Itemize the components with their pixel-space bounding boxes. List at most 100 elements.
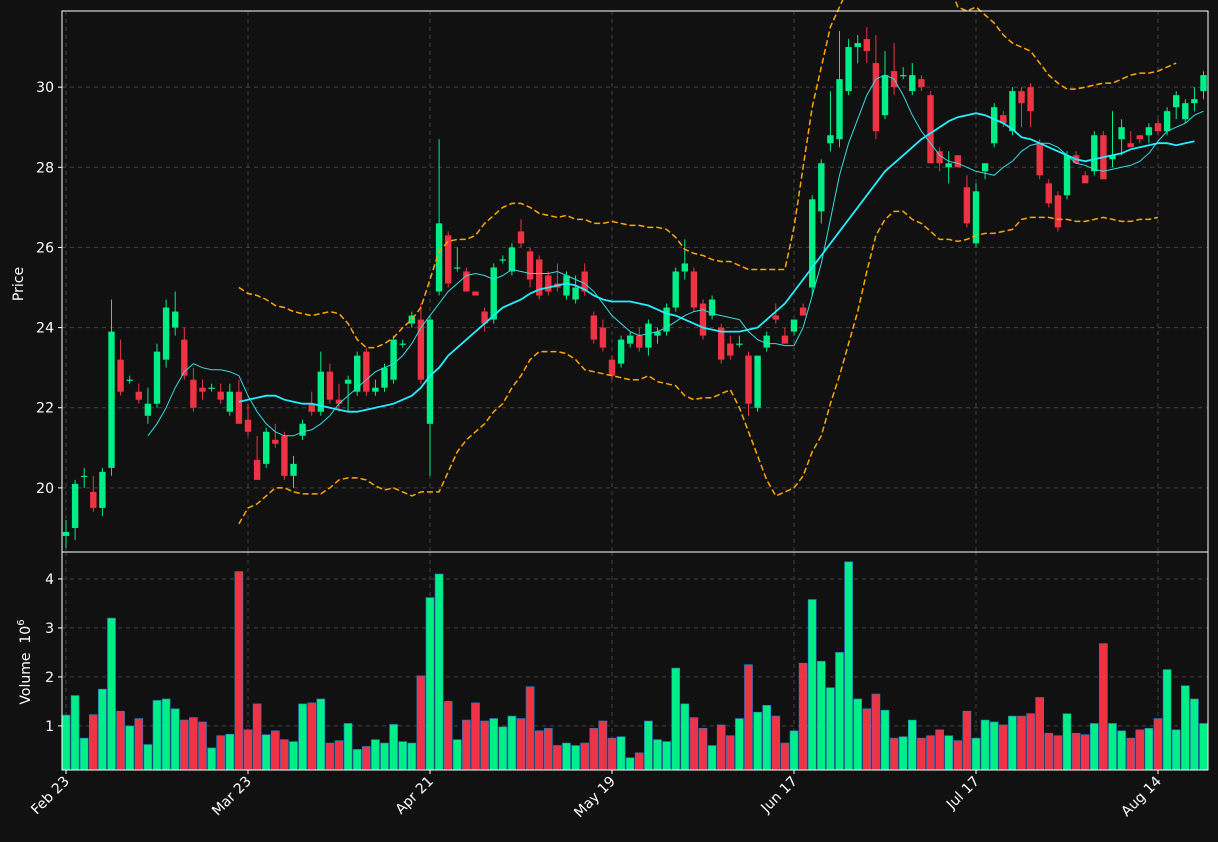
candle-body [1018, 91, 1025, 104]
volume-bar [716, 724, 726, 771]
volume-bar [1099, 643, 1108, 771]
volume-tick-label: 4 [45, 572, 54, 588]
candle-body [126, 379, 133, 381]
volume-bar [371, 739, 380, 771]
volume-bar [1071, 732, 1081, 771]
candle-body [517, 231, 525, 244]
volume-bar [944, 735, 954, 771]
volume-axis-label: Volume 106 [16, 619, 34, 704]
candle-body [991, 107, 998, 144]
candle-body [108, 331, 115, 468]
candle-body [272, 439, 279, 444]
candle-body [62, 531, 70, 536]
volume-bar [616, 736, 626, 771]
candle-body [181, 339, 188, 376]
volume-bar [826, 687, 835, 771]
candle-body [81, 475, 88, 478]
candle-body [972, 191, 980, 244]
lower-band-line [238, 210, 1159, 525]
volume-bar [789, 730, 799, 771]
candle-body [772, 315, 779, 320]
volume-bar [180, 719, 189, 771]
candle-body [226, 391, 233, 412]
volume-axis-exponent-base: 10 [18, 626, 34, 644]
volume-bar [61, 714, 71, 771]
volume-bar [898, 736, 908, 771]
volume-bar [352, 749, 362, 771]
volume-bar [926, 735, 935, 771]
candle-body [818, 163, 825, 212]
volume-bar [644, 720, 653, 771]
candle-body [408, 315, 415, 324]
candle-body [854, 43, 861, 48]
volume-bar [844, 561, 853, 771]
candle-body [1027, 87, 1034, 112]
candle-body [718, 327, 725, 360]
volume-bar [1181, 685, 1190, 771]
volume-bar [935, 729, 944, 771]
candle-body [909, 75, 916, 92]
volume-bar [1044, 732, 1054, 771]
volume-bar [953, 740, 963, 771]
volume-bar [161, 698, 171, 771]
volume-gridlines [62, 552, 1208, 770]
candle-body [708, 299, 716, 316]
candle-body [536, 259, 543, 296]
candle-body [1118, 127, 1125, 140]
volume-bar [216, 735, 225, 771]
candle-body [799, 307, 807, 316]
candle-body [900, 75, 907, 77]
candle-body [235, 391, 243, 424]
candle-body [1091, 135, 1098, 172]
volume-bar [780, 742, 790, 771]
volume-bar [270, 730, 280, 771]
volume-bar [343, 723, 353, 771]
candle-body [381, 367, 388, 388]
volume-bar [1053, 735, 1063, 771]
candle-body [399, 343, 406, 345]
volume-bar [707, 745, 717, 771]
candle-body [545, 275, 552, 292]
volume-bar [798, 662, 808, 771]
candle-body [199, 387, 206, 392]
volume-bar [225, 733, 235, 771]
upper-band-line [238, 0, 1177, 349]
volume-bar [571, 745, 580, 771]
candle-body [244, 419, 252, 432]
volume-bar [289, 741, 298, 771]
candle-body [263, 431, 270, 464]
volume-bar [671, 667, 681, 771]
volume-bar [98, 688, 107, 771]
candle-body [636, 335, 643, 348]
volume-bar [1080, 734, 1090, 771]
volume-bar [1162, 669, 1172, 771]
volume-bar [516, 718, 526, 771]
candle-body [809, 199, 816, 288]
candle-body [372, 387, 379, 392]
volume-bar [1026, 713, 1035, 771]
candle-body [590, 315, 597, 340]
volume-bar [252, 703, 262, 771]
volume-axis-label-spacer [18, 644, 34, 653]
candle-body [845, 47, 852, 92]
volume-bar [471, 702, 480, 771]
volume-axis-label-text: Volume [18, 653, 34, 705]
candle-body [663, 307, 670, 332]
volume-bar [725, 735, 735, 771]
volume-tick-label: 1 [45, 719, 54, 735]
candle-body [1054, 195, 1062, 228]
candle-body [317, 371, 324, 412]
candle-body [390, 339, 397, 380]
volume-bar [562, 742, 571, 771]
candle-body [354, 355, 361, 392]
volume-bar [816, 660, 826, 771]
volume-bar [662, 741, 671, 771]
volume-bar [525, 686, 535, 771]
volume-bar [753, 711, 762, 771]
volume-bar [107, 617, 116, 771]
candle-body [1009, 91, 1016, 132]
price-tick-label: 28 [36, 160, 54, 176]
volume-bar [998, 724, 1008, 771]
volume-bar [880, 709, 890, 771]
